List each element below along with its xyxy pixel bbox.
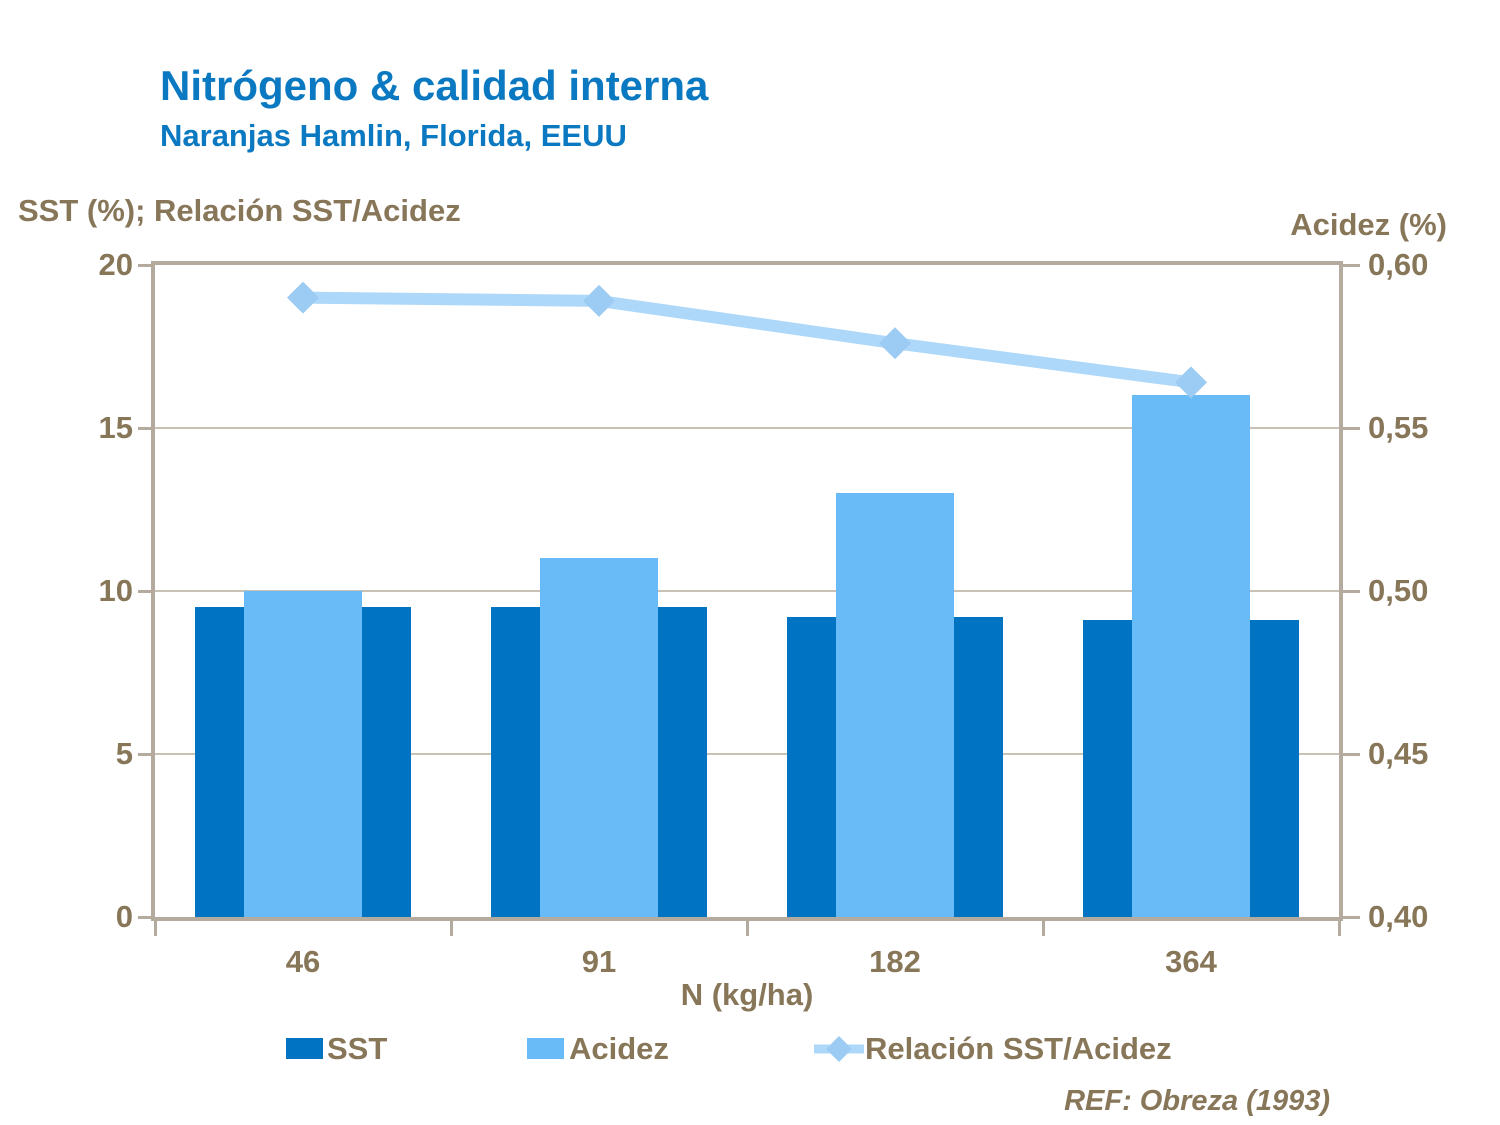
left-axis-tick — [138, 590, 155, 593]
x-category-label: 46 — [285, 944, 321, 979]
x-category-label: 182 — [869, 944, 921, 979]
x-axis-tick — [746, 921, 749, 936]
legend-label-acidez: Acidez — [569, 1031, 669, 1066]
gridline — [155, 753, 1339, 755]
left-axis-tick — [138, 264, 155, 267]
acidez-swatch-icon — [527, 1038, 564, 1059]
gridline — [155, 427, 1339, 429]
right-axis-title: Acidez (%) — [1290, 207, 1447, 242]
left-tick-label: 20 — [98, 247, 133, 282]
acidez-bar — [244, 591, 362, 917]
left-axis-tick — [138, 753, 155, 756]
acidez-bar — [1132, 395, 1250, 917]
sst-swatch-icon — [286, 1038, 323, 1059]
acidez-bar — [836, 493, 954, 917]
reference-citation: REF: Obreza (1993) — [1064, 1085, 1330, 1117]
x-category-label: 364 — [1165, 944, 1217, 979]
right-tick-label: 0,60 — [1368, 247, 1429, 282]
right-axis-tick — [1343, 916, 1360, 919]
legend-item-acidez: Acidez — [527, 1030, 707, 1070]
right-axis-tick — [1343, 753, 1360, 756]
right-axis-tick — [1343, 264, 1360, 267]
gridline — [155, 590, 1339, 592]
left-tick-label: 15 — [98, 410, 133, 445]
left-axis-tick — [138, 427, 155, 430]
ratio-line-chart — [287, 281, 1207, 399]
x-axis-tick — [1338, 921, 1341, 936]
right-axis-tick — [1343, 590, 1360, 593]
x-axis-tick — [1042, 921, 1045, 936]
left-tick-label: 5 — [115, 736, 133, 771]
ratio-marker — [1175, 366, 1207, 399]
plot-inner — [155, 265, 1339, 917]
x-category-label: 91 — [581, 944, 617, 979]
legend-label-sst: SST — [327, 1031, 388, 1066]
right-tick-label: 0,40 — [1368, 899, 1429, 934]
right-tick-label: 0,45 — [1368, 736, 1429, 771]
legend: SST Acidez Relación SST/Acidez — [0, 1030, 1500, 1070]
ratio-line-marker-icon — [814, 1036, 864, 1062]
x-axis-title: N (kg/ha) — [680, 977, 814, 1012]
left-tick-label: 10 — [98, 573, 133, 608]
ratio-line — [302, 291, 1192, 389]
legend-item-ratio: Relación SST/Acidez — [814, 1030, 1264, 1070]
x-axis-tick — [450, 921, 453, 936]
acidez-bar — [540, 558, 658, 917]
ratio-marker — [287, 281, 319, 314]
legend-label-ratio: Relación SST/Acidez — [865, 1031, 1172, 1066]
left-axis-title: SST (%); Relación SST/Acidez — [18, 193, 461, 228]
chart-title: Nitrógeno & calidad interna — [160, 62, 709, 109]
plot-area — [151, 261, 1343, 921]
right-tick-label: 0,55 — [1368, 410, 1429, 445]
chart-subtitle: Naranjas Hamlin, Florida, EEUU — [160, 118, 627, 153]
ratio-marker — [583, 284, 615, 317]
x-axis-tick — [154, 921, 157, 936]
left-tick-label: 0 — [115, 899, 133, 934]
left-axis-tick — [138, 916, 155, 919]
right-axis-tick — [1343, 427, 1360, 430]
ratio-marker — [879, 327, 911, 360]
right-tick-label: 0,50 — [1368, 573, 1429, 608]
legend-item-sst: SST — [286, 1030, 426, 1070]
